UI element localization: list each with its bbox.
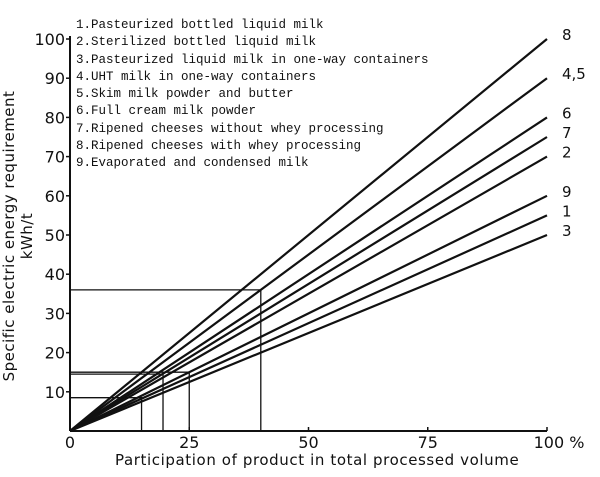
- series-label: 7: [562, 124, 572, 142]
- y-tick-label: 60: [45, 187, 65, 206]
- y-tick-label: 70: [45, 148, 65, 167]
- series-label: 9: [562, 183, 572, 201]
- y-tick-label: 30: [45, 304, 65, 323]
- legend-item: 6.Full cream milk powder: [76, 104, 257, 119]
- series-label: 3: [562, 222, 572, 240]
- series-label: 1: [562, 202, 572, 220]
- legend: 1.Pasteurized bottled liquid milk 2.Ster…: [76, 17, 429, 173]
- x-tick-label: 100 %: [534, 433, 585, 452]
- y-tick-label: 100: [34, 30, 65, 49]
- series-label: 6: [562, 104, 572, 122]
- series-line-7: [69, 136, 548, 432]
- series-line-1: [69, 214, 548, 433]
- y-tick-label: 10: [45, 383, 65, 402]
- legend-item: 9.Evaporated and condensed milk: [76, 156, 309, 171]
- y-tick-label: 90: [45, 69, 65, 88]
- series-line-8: [69, 38, 548, 432]
- series-line-3: [69, 233, 548, 433]
- y-axis-label: Specific electric energy requirement kWh…: [0, 90, 36, 382]
- legend-item: 2.Sterilized bottled liquid milk: [76, 35, 317, 50]
- x-tick-label: 50: [298, 433, 318, 452]
- legend-item: 5.Skim milk powder and butter: [76, 87, 294, 102]
- legend-item: 8.Ripened cheeses with whey processing: [76, 139, 362, 154]
- legend-item: 1.Pasteurized bottled liquid milk: [76, 18, 324, 32]
- legend-item: 7.Ripened cheeses without whey processin…: [76, 121, 384, 136]
- x-tick-label: 0: [65, 433, 75, 452]
- y-tick-label: 40: [45, 265, 65, 284]
- series-line-4-5: [69, 77, 548, 432]
- legend-item: 3.Pasteurized liquid milk in one-way con…: [76, 52, 429, 67]
- series-line-9: [69, 194, 548, 432]
- y-tick-label: 20: [45, 344, 65, 363]
- legend-item: 4.UHT milk in one-way containers: [76, 69, 317, 84]
- x-tick-label: 25: [179, 433, 199, 452]
- y-tick-label: 50: [45, 226, 65, 245]
- series-line-6: [69, 116, 548, 432]
- series-label: 8: [562, 26, 572, 44]
- series-label: 4,5: [562, 65, 586, 83]
- y-tick-label: 80: [45, 108, 65, 127]
- series-line-2: [69, 155, 548, 432]
- x-axis-label: Participation of product in total proces…: [115, 451, 520, 469]
- series-label: 2: [562, 144, 572, 162]
- x-tick-label: 75: [418, 433, 438, 452]
